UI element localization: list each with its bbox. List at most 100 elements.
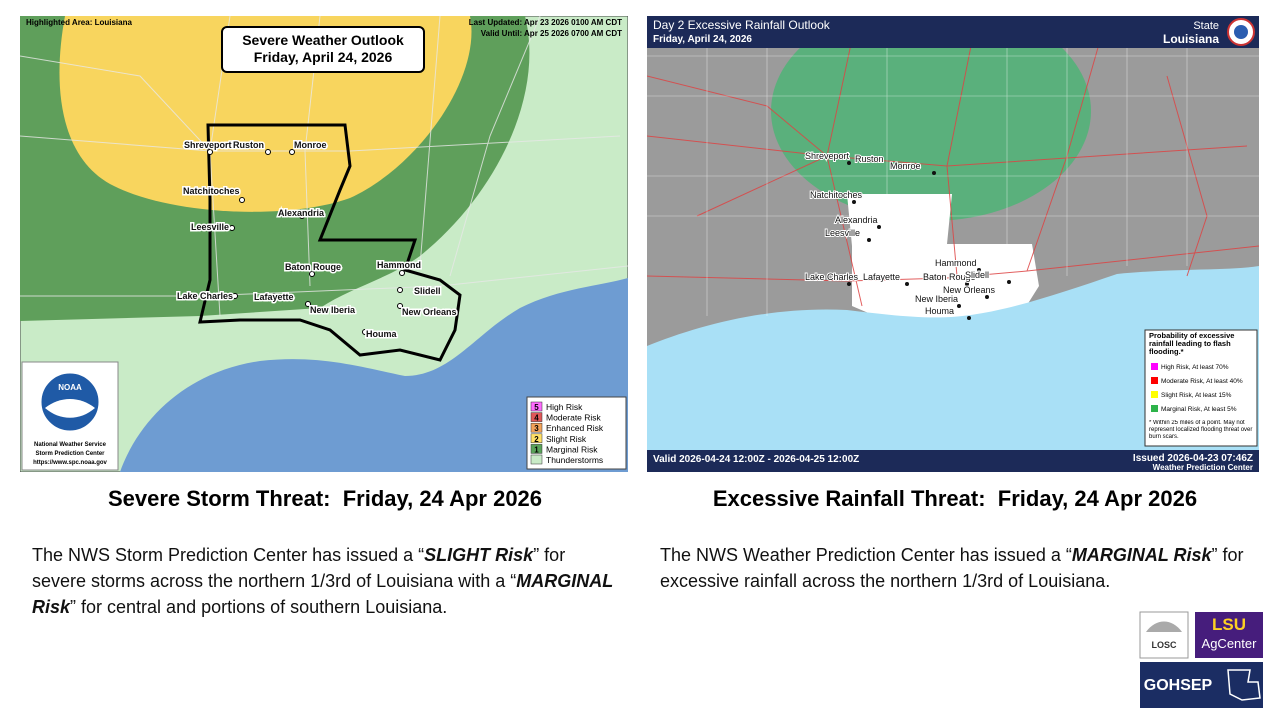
header-bar [647, 16, 1259, 48]
losc-emblem [1146, 621, 1182, 632]
lsu-logo [1195, 612, 1263, 658]
text-run: The NWS Weather Prediction Center has is… [660, 545, 1072, 565]
city-label: Shreveport [805, 151, 850, 161]
city-label: New Iberia [310, 305, 356, 315]
louisiana-unshaded [847, 194, 1039, 326]
city-label: Lafayette [254, 292, 294, 302]
city-label: Hammond [377, 260, 421, 270]
city-label: Leesville [825, 228, 860, 238]
legend-number: 5 [534, 403, 539, 412]
last-updated: Last Updated: Apr 23 2026 0100 AM CDT [469, 18, 622, 27]
legend-footnote: * Within 25 miles of a point. May not re… [1149, 420, 1253, 440]
noaa-bird [45, 399, 95, 418]
city-label: New Orleans [402, 307, 457, 317]
legend-label: Moderate Risk [546, 413, 602, 423]
legend-number: 2 [534, 435, 539, 444]
legend-swatch [1151, 363, 1158, 370]
map-date: Friday, April 24, 2026 [254, 49, 393, 65]
legend-swatch [530, 401, 543, 412]
emphasis: MARGINAL Risk [32, 571, 613, 617]
city-label: New Orleans [943, 285, 996, 295]
city-label: Hammond [935, 258, 977, 268]
footer-bar [647, 450, 1259, 472]
city-dot [965, 282, 969, 286]
city-dot [905, 282, 909, 286]
marginal-area [771, 16, 1091, 221]
map-title: Severe Weather Outlook [242, 32, 404, 48]
text-run: ” for severe storms across the northern … [32, 545, 566, 591]
city-dot [847, 282, 851, 286]
city-label: Shreveport [184, 140, 232, 150]
legend-label: Marginal Risk [546, 444, 598, 454]
city-dot [299, 213, 305, 219]
city-dot [309, 271, 315, 277]
legend-label: Thunderstorms [546, 455, 603, 465]
roads [647, 16, 1259, 307]
city-dot [897, 164, 901, 168]
legend-swatch [1151, 377, 1158, 384]
agcenter-text: AgCenter [1202, 636, 1258, 651]
left-heading: Severe Storm Threat: Friday, 24 Apr 2026 [107, 486, 543, 511]
nws-logo-inner [1234, 25, 1248, 39]
city-label: Slidell [965, 270, 989, 280]
map-title: Day 2 Excessive Rainfall Outlook [653, 18, 831, 32]
city-dot [239, 197, 245, 203]
legend-label: Enhanced Risk [546, 423, 604, 433]
city-label: Houma [925, 306, 954, 316]
legend-label: Marginal Risk, At least 5% [1161, 406, 1237, 413]
city-dot [305, 301, 311, 307]
city-dot [207, 149, 213, 155]
logo-line1: National Weather Service [34, 442, 107, 448]
city-label: New Iberia [915, 294, 958, 304]
city-label: Slidell [414, 286, 441, 296]
city-dot [397, 287, 403, 293]
legend-box [526, 396, 627, 470]
issued-time: Issued 2026-04-23 07:46Z [1133, 453, 1253, 464]
city-dot [265, 149, 271, 155]
city-dot [985, 295, 989, 299]
legend-number: 3 [534, 424, 539, 433]
city-label: Natchitoches [810, 190, 863, 200]
legend-swatch [530, 422, 543, 433]
title-box [221, 26, 425, 73]
city-dot [271, 293, 277, 299]
city-dot [932, 171, 936, 175]
legend-label: High Risk, At least 70% [1161, 364, 1229, 371]
city-label: Ruston [855, 154, 884, 164]
losc-text: LOSC [1151, 640, 1177, 650]
lsu-text: LSU [1212, 615, 1246, 634]
footnote-wrap: * Within 25 miles of a point. May not re… [1149, 420, 1253, 440]
city-label: Ruston [233, 140, 264, 150]
partner-logos: LOSC LSU AgCenter GOHSEP [1139, 611, 1263, 708]
gohsep-text: GOHSEP [1144, 677, 1213, 694]
legend-swatch [530, 433, 543, 444]
noaa-name: NOAA [58, 383, 82, 392]
rainfall-outlook-map: Day 2 Excessive Rainfall Outlook Friday,… [647, 16, 1259, 472]
legend-label: Slight Risk [546, 434, 587, 444]
right-heading: Excessive Rainfall Threat: Friday, 24 Ap… [712, 486, 1198, 511]
city-dot [867, 238, 871, 242]
city-dot [229, 225, 235, 231]
city-label: Houma [366, 329, 397, 339]
city-dot [397, 303, 403, 309]
left-paragraph: The NWS Storm Prediction Center has issu… [32, 542, 617, 620]
text-run: ” for excessive rainfall across the nort… [660, 545, 1244, 591]
text-run: ” for central and portions of southern L… [70, 597, 448, 617]
city-label: Lake Charles [805, 272, 859, 282]
legend-number: 1 [534, 445, 539, 454]
city-dot [847, 161, 851, 165]
legend-label: High Risk [546, 402, 583, 412]
emphasis: MARGINAL Risk [1071, 545, 1212, 565]
city-label: Monroe [890, 161, 921, 171]
city-dot [977, 268, 981, 272]
legend-label: Slight Risk, At least 15% [1161, 392, 1232, 399]
city-dot [289, 149, 295, 155]
legend-label: Moderate Risk, At least 40% [1161, 378, 1243, 385]
severe-outlook-map: Highlighted Area: Louisiana Last Updated… [20, 16, 628, 472]
city-label: Lake Charles [177, 291, 233, 301]
highlighted-area: Highlighted Area: Louisiana [26, 18, 132, 27]
right-paragraph: The NWS Weather Prediction Center has is… [660, 542, 1245, 594]
losc-logo [1139, 611, 1189, 659]
city-dot [362, 329, 368, 335]
